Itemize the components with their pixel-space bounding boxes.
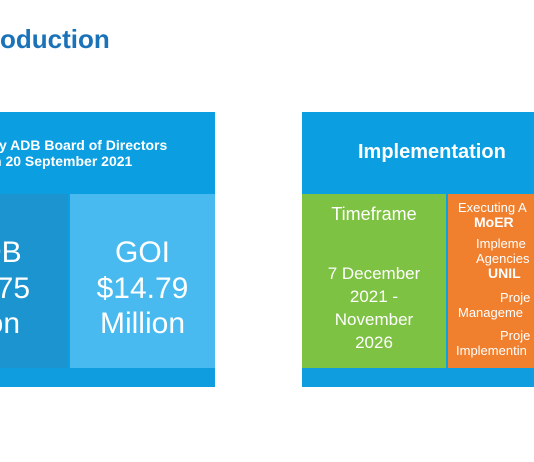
slide-title: oduction [0, 24, 110, 54]
implementing-label-2: Agencies [476, 251, 530, 266]
financing-panel: d by ADB Board of Directors n 20 Septemb… [0, 112, 215, 387]
pi-label-1: Proje [500, 328, 531, 343]
agencies-box: Executing A MoER Impleme Agencies UNIL P… [448, 194, 534, 368]
timeframe-box: Timeframe 7 December 2021 - November 202… [302, 194, 446, 368]
pi-label-2: Implementin [456, 343, 527, 358]
left-panel-footer [0, 368, 215, 387]
implementing-value: UNIL [488, 265, 521, 281]
pm-label-2: Manageme [458, 305, 524, 320]
timeframe-line-1: 7 December [327, 264, 421, 283]
executing-agency-label: Executing A [458, 200, 527, 215]
right-panel-footer [302, 368, 534, 387]
timeframe-line-2: 2021 - [349, 287, 399, 306]
approval-header: d by ADB Board of Directors n 20 Septemb… [0, 112, 215, 194]
implementing-label-1: Impleme [476, 236, 526, 251]
adb-funding-box: DB 475 ion [0, 194, 68, 368]
implementation-panel: Implementation Timeframe 7 December 2021… [302, 112, 534, 387]
adb-line-1: DB [0, 236, 22, 269]
timeframe-line-4: 2026 [355, 333, 393, 352]
goi-funding-box: GOI $14.79 Million [70, 194, 215, 368]
implementation-title: Implementation [358, 141, 506, 163]
goi-unit: Million [99, 307, 186, 340]
executing-agency-value: MoER [474, 214, 514, 230]
adb-amount: 475 [0, 272, 31, 305]
implementation-header: Implementation [302, 112, 534, 194]
pm-label-1: Proje [500, 290, 531, 305]
goi-amount: $14.79 [96, 272, 189, 305]
goi-label: GOI [114, 236, 170, 269]
adb-unit: ion [0, 307, 21, 340]
timeframe-line-3: November [334, 310, 414, 329]
timeframe-dates: 7 December 2021 - November 2026 [302, 262, 446, 354]
approval-line-1: d by ADB Board of Directors [0, 137, 168, 153]
approval-line-2: n 20 September 2021 [0, 153, 133, 169]
timeframe-label: Timeframe [331, 204, 417, 224]
